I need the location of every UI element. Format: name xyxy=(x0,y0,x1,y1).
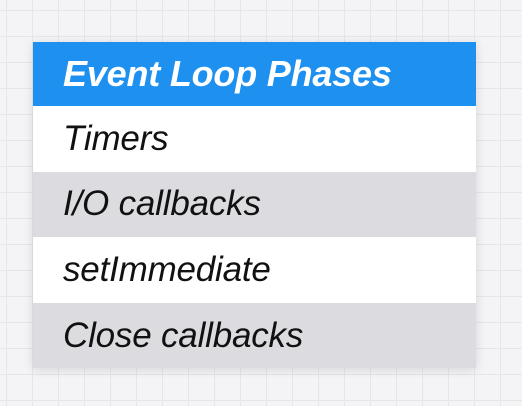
phase-row-setimmediate: setImmediate xyxy=(33,237,476,303)
phase-row-io-callbacks: I/O callbacks xyxy=(33,171,476,238)
phase-row-close-callbacks: Close callbacks xyxy=(33,302,476,369)
phase-row-timers: Timers xyxy=(33,106,476,172)
table-header: Event Loop Phases xyxy=(33,42,476,106)
event-loop-phases-table: Event Loop Phases Timers I/O callbacks s… xyxy=(33,42,476,369)
